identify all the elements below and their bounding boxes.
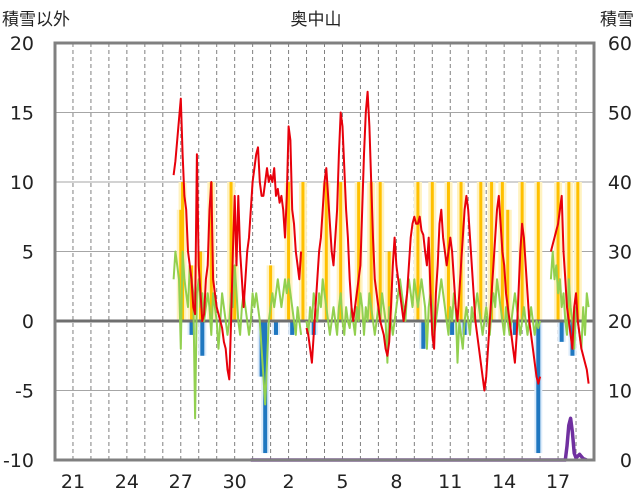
precip-bar [233,265,237,321]
x-tick-label: 5 [336,471,348,493]
precip-bar [339,182,343,321]
right-tick-label: 20 [608,311,632,333]
left-axis-title: 積雪以外 [2,10,70,30]
negative-bar [536,321,541,454]
x-tick-label: 2 [283,471,295,493]
precip-bar [430,182,434,321]
precip-bar [479,182,483,321]
precip-bar [324,182,328,321]
precip-bar [576,182,580,321]
precip-bar [378,182,382,321]
green-line [172,250,303,420]
negative-bar [421,321,426,349]
negative-bar [290,321,295,335]
negative-bar [189,321,194,335]
left-tick-label: -5 [15,381,34,403]
x-tick-label: 30 [223,471,247,493]
x-tick-label: 17 [546,471,570,493]
precip-bar [387,251,391,321]
precip-bar [287,182,291,321]
green-line [549,250,590,350]
right-tick-label: 40 [608,172,632,194]
precip-bar [536,182,540,321]
negative-bar [512,321,517,335]
precip-bar [506,209,510,321]
x-tick-label: 8 [390,471,402,493]
right-axis-title: 積雪 [600,10,634,30]
right-tick-label: 50 [608,103,632,125]
precip-bar [357,182,361,321]
left-tick-label: 15 [10,103,34,125]
negative-bar [200,321,205,356]
precip-bar [269,265,273,321]
left-tick-label: -10 [3,450,34,472]
left-tick-label: 10 [10,172,34,194]
temperature-line [305,90,542,392]
right-tick-label: 60 [608,33,632,55]
negative-bar [450,321,455,335]
left-tick-label: 0 [22,311,34,333]
green-line [305,278,542,364]
left-tick-label: 20 [10,33,34,55]
x-tick-label: 14 [492,471,516,493]
precip-bar [301,182,305,321]
precip-bar [556,182,560,321]
precip-bar [416,182,420,321]
x-tick-label: 27 [169,471,193,493]
chart-title: 奥中山 [291,10,342,30]
negative-bar [559,321,564,342]
negative-bar [273,321,278,335]
precip-bar [209,182,213,321]
precip-bar [229,182,233,321]
x-tick-label: 21 [61,471,85,493]
precip-bar [567,182,571,321]
x-tick-label: 24 [115,471,139,493]
right-tick-label: 30 [608,242,632,264]
precip-bar [179,209,183,321]
right-tick-label: 10 [608,381,632,403]
frame-layer [53,41,596,462]
right-tick-label: 0 [620,450,632,472]
left-tick-label: 5 [22,242,34,264]
precip-bar [369,182,373,321]
temperature-line [172,97,303,381]
plot-frame [53,41,596,462]
precip-bar [490,182,494,321]
precip-bar [520,182,524,321]
x-tick-label: 11 [438,471,462,493]
temperature-line [549,194,590,384]
